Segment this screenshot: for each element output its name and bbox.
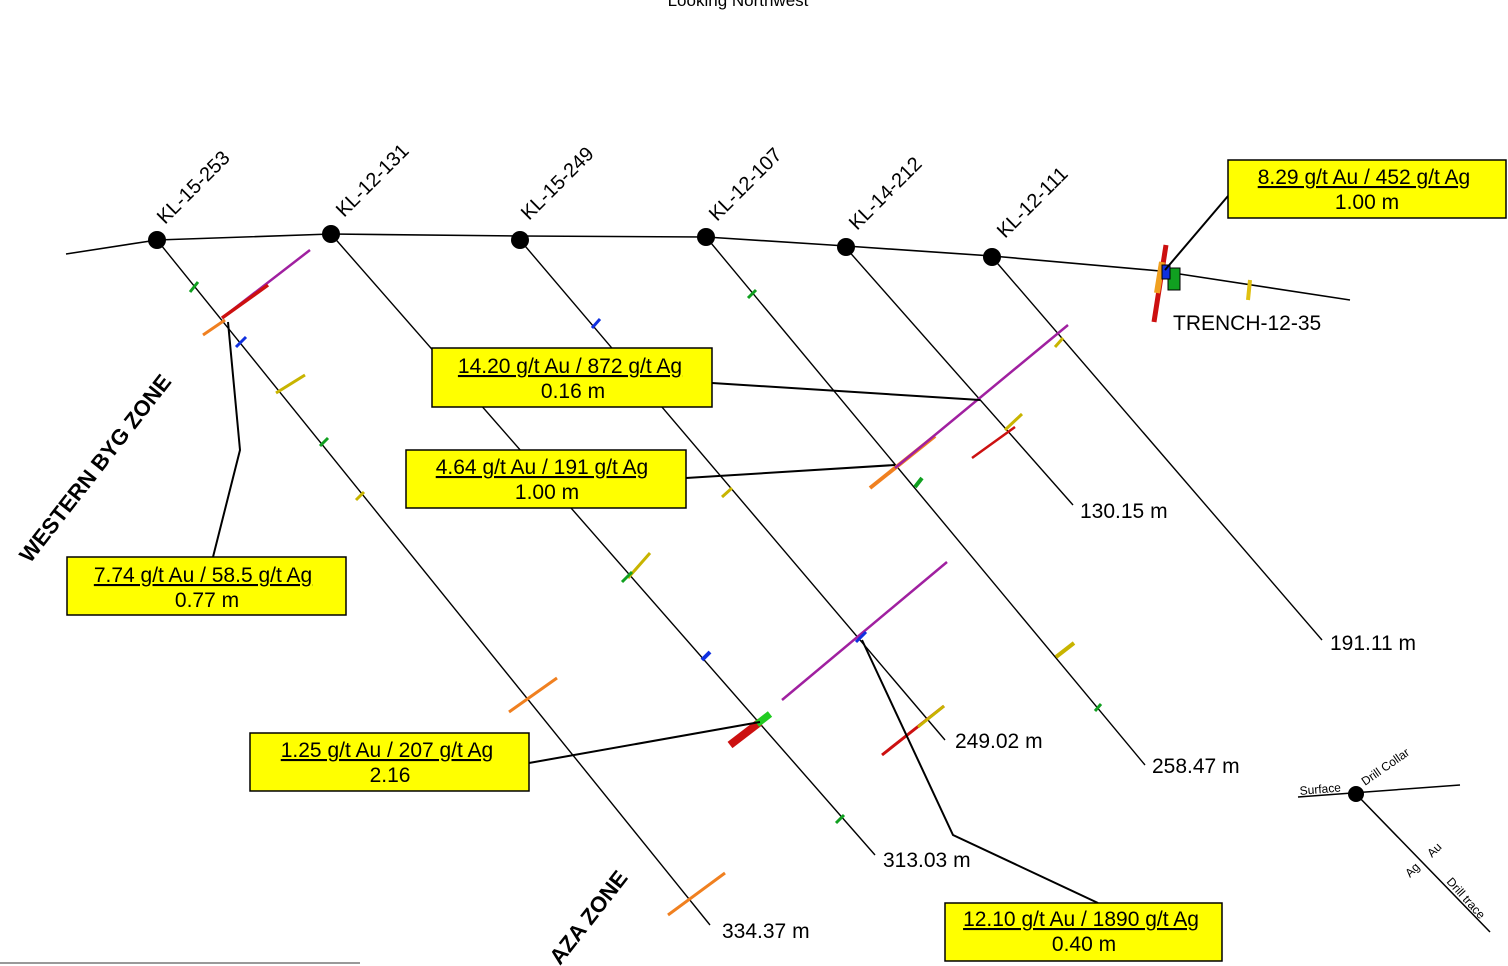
legend-surface-label: Surface bbox=[1299, 780, 1342, 798]
collar-kl-14-212[interactable] bbox=[837, 238, 855, 256]
depth-label: 249.02 m bbox=[955, 730, 1043, 753]
svg-text:0.16 m: 0.16 m bbox=[541, 380, 605, 403]
collar-kl-12-131[interactable] bbox=[322, 225, 340, 243]
hole-label: KL-12-131 bbox=[332, 140, 414, 222]
intercept-label: 7.74 g/t Au / 58.5 g/t Ag 0.77 m bbox=[66, 556, 347, 616]
intercept-label: 14.20 g/t Au / 872 g/t Ag 0.16 m bbox=[431, 347, 713, 408]
legend-au-label: Au bbox=[1424, 840, 1444, 860]
svg-text:1.00 m: 1.00 m bbox=[515, 481, 579, 504]
trace-kl-12-107 bbox=[705, 236, 1146, 766]
depth-label: 313.03 m bbox=[883, 849, 971, 872]
leader-lines bbox=[212, 195, 1229, 904]
legend: Surface Drill Collar Au Ag Drill trace bbox=[1297, 745, 1491, 933]
trace-kl-14-212 bbox=[845, 247, 1074, 506]
hole-label: KL-15-253 bbox=[153, 147, 235, 229]
trace-kl-12-131 bbox=[330, 233, 876, 856]
legend-ag-label: Ag bbox=[1402, 860, 1422, 880]
intercept-label: 4.64 g/t Au / 191 g/t Ag 1.00 m bbox=[405, 449, 687, 509]
collar-kl-12-111[interactable] bbox=[983, 248, 1001, 266]
depth-label: 130.15 m bbox=[1080, 500, 1168, 523]
intercept-label: 12.10 g/t Au / 1890 g/t Ag 0.40 m bbox=[944, 902, 1223, 962]
hole-label: KL-14-212 bbox=[845, 153, 927, 235]
intercept-label: 1.25 g/t Au / 207 g/t Ag 2.16 bbox=[249, 732, 530, 792]
depth-label: 191.11 m bbox=[1330, 632, 1416, 655]
svg-text:8.29 g/t Au / 452 g/t Ag: 8.29 g/t Au / 452 g/t Ag bbox=[1258, 166, 1471, 189]
hole-label: KL-12-107 bbox=[705, 144, 787, 226]
depth-label: 258.47 m bbox=[1152, 755, 1240, 778]
svg-text:7.74 g/t Au / 58.5 g/t Ag: 7.74 g/t Au / 58.5 g/t Ag bbox=[94, 564, 312, 587]
collar-kl-15-253[interactable] bbox=[148, 231, 166, 249]
svg-text:2.16: 2.16 bbox=[370, 764, 411, 787]
depth-label: 334.37 m bbox=[722, 920, 810, 943]
legend-trace-label: Drill trace bbox=[1444, 875, 1489, 922]
legend-collar-label: Drill Collar bbox=[1359, 745, 1412, 788]
svg-text:0.77 m: 0.77 m bbox=[175, 589, 239, 612]
drill-traces bbox=[156, 233, 1323, 926]
zone-label-plaza: AZA ZONE bbox=[544, 866, 632, 966]
collar-kl-15-249[interactable] bbox=[511, 231, 529, 249]
trace-kl-12-111 bbox=[991, 256, 1323, 641]
svg-text:4.64 g/t Au / 191 g/t Ag: 4.64 g/t Au / 191 g/t Ag bbox=[436, 456, 649, 479]
trace-kl-15-249 bbox=[519, 239, 946, 741]
svg-text:1.25 g/t Au / 207 g/t Ag: 1.25 g/t Au / 207 g/t Ag bbox=[281, 739, 494, 762]
hole-label: KL-12-111 bbox=[993, 163, 1073, 243]
drill-collars bbox=[148, 225, 1001, 266]
svg-text:14.20 g/t Au / 872 g/t Ag: 14.20 g/t Au / 872 g/t Ag bbox=[458, 355, 682, 378]
collar-kl-12-107[interactable] bbox=[697, 228, 715, 246]
assay-bars bbox=[188, 244, 1252, 917]
trace-kl-15-253 bbox=[156, 239, 711, 926]
intercept-label: 8.29 g/t Au / 452 g/t Ag 1.00 m bbox=[1227, 159, 1507, 219]
trench-label: TRENCH-12-35 bbox=[1173, 312, 1321, 335]
legend-collar-symbol bbox=[1348, 786, 1364, 802]
zone-label-western: WESTERN BYG ZONE bbox=[14, 370, 176, 567]
hole-label: KL-15-249 bbox=[517, 143, 599, 225]
svg-text:12.10 g/t Au / 1890 g/t Ag: 12.10 g/t Au / 1890 g/t Ag bbox=[963, 908, 1199, 931]
view-direction-text: Looking Northwest bbox=[668, 0, 809, 10]
svg-text:1.00 m: 1.00 m bbox=[1335, 191, 1399, 214]
svg-text:0.40 m: 0.40 m bbox=[1052, 933, 1116, 956]
